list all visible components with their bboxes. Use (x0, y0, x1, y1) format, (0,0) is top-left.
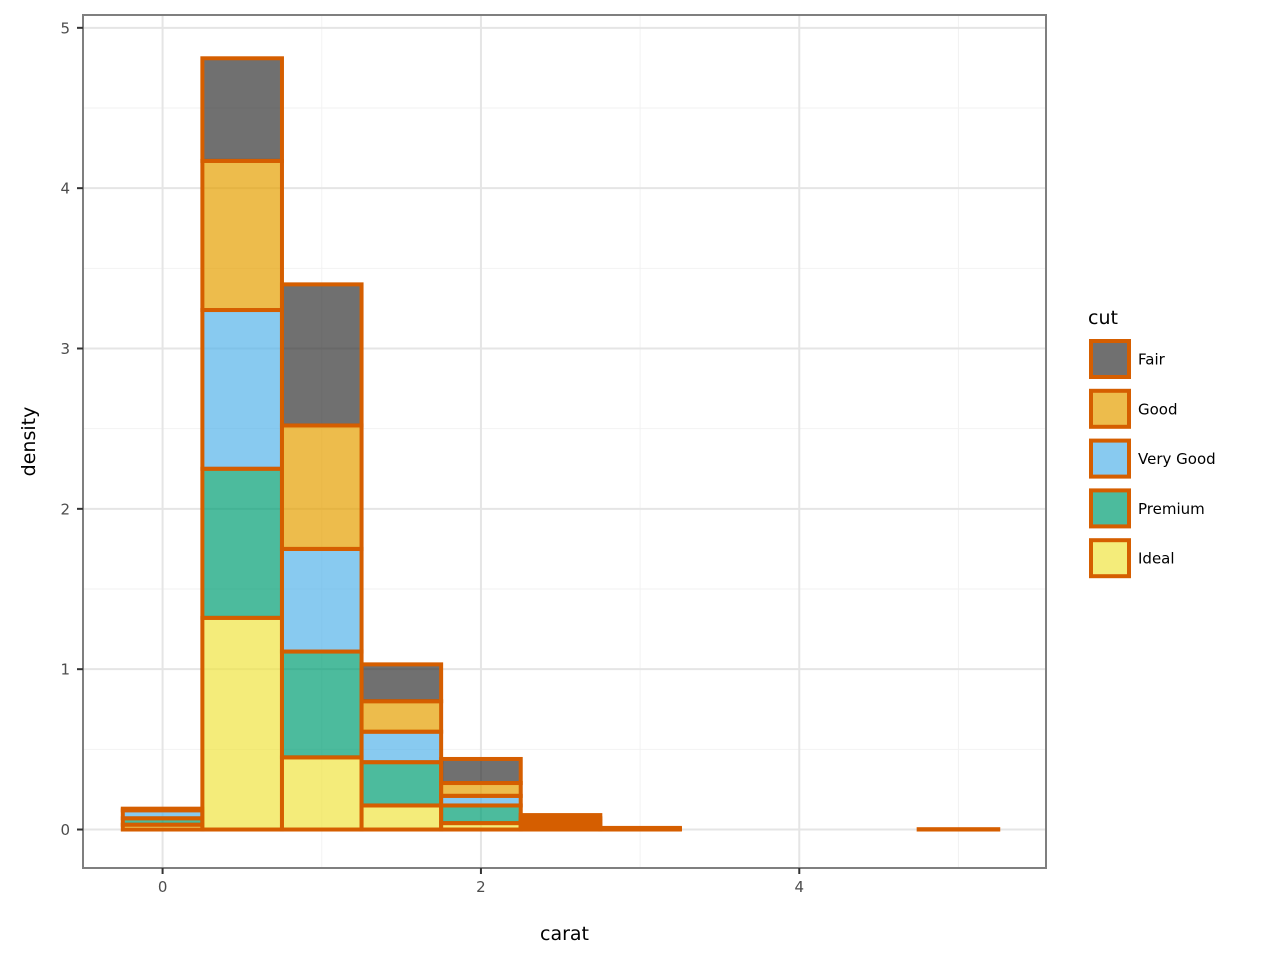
bar-segment-very-good (282, 549, 362, 652)
x-tick-label: 2 (476, 878, 486, 896)
bar-segment-premium (282, 652, 362, 758)
legend-key-fair (1091, 341, 1129, 377)
y-tick-label: 4 (60, 180, 70, 198)
legend-label-premium: Premium (1138, 500, 1205, 518)
bar-segment-fair (202, 58, 282, 161)
y-axis-title: density (18, 407, 40, 477)
legend-label-very-good: Very Good (1138, 450, 1216, 468)
bar-segment-very-good (362, 732, 442, 762)
y-axis: 0 1 2 3 4 5 (60, 19, 83, 839)
legend-key-very-good (1091, 441, 1129, 477)
bar-segment-good (362, 701, 442, 731)
bar-segment-premium (441, 805, 521, 823)
y-tick-label: 0 (60, 821, 70, 839)
legend-key-good (1091, 391, 1129, 427)
y-tick-label: 5 (60, 19, 70, 37)
x-tick-label: 4 (795, 878, 805, 896)
legend-key-premium (1091, 490, 1129, 526)
bar-segment-fair (282, 284, 362, 425)
bar-segment-good (282, 425, 362, 548)
x-axis: 0 2 4 (158, 868, 804, 896)
bar-segment-ideal (362, 805, 442, 829)
bar-segment-fair (441, 759, 521, 783)
bar-segment-good (123, 809, 203, 811)
legend-label-good: Good (1138, 400, 1178, 418)
x-axis-title: carat (540, 923, 589, 945)
legend-label-fair: Fair (1138, 351, 1166, 369)
y-tick-label: 3 (60, 340, 70, 358)
bar-segment-fair (362, 664, 442, 701)
bar-segment-premium (362, 762, 442, 805)
y-tick-label: 2 (60, 500, 70, 518)
bar-segment-good (202, 161, 282, 310)
bar-segment-ideal (202, 618, 282, 830)
bar-segment-fair (521, 815, 601, 818)
y-tick-label: 1 (60, 661, 70, 679)
legend-title: cut (1088, 307, 1118, 329)
legend-key-ideal (1091, 540, 1129, 576)
legend-label-ideal: Ideal (1138, 550, 1175, 568)
bar-segment-premium (202, 469, 282, 618)
bar-segment-very-good (202, 310, 282, 469)
bar-segment-fair (600, 828, 680, 829)
bar-segment-ideal (282, 757, 362, 829)
x-tick-label: 0 (158, 878, 168, 896)
legend: cut Fair Good Very Good Premium Ideal (1088, 307, 1216, 576)
